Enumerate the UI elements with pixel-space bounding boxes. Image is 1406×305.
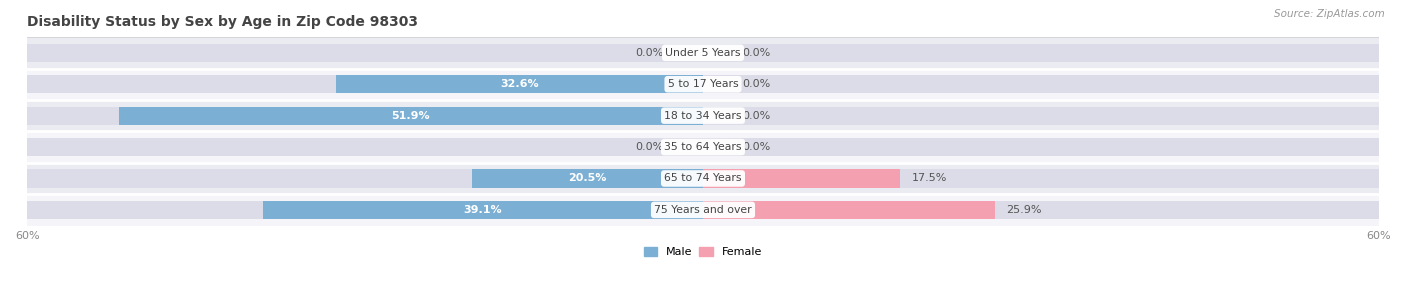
Bar <box>703 106 737 125</box>
Bar <box>263 201 703 219</box>
Text: 18 to 34 Years: 18 to 34 Years <box>664 111 742 121</box>
Text: 75 Years and over: 75 Years and over <box>654 205 752 215</box>
Text: Source: ZipAtlas.com: Source: ZipAtlas.com <box>1274 9 1385 19</box>
Bar <box>703 75 737 93</box>
Bar <box>703 44 737 62</box>
Bar <box>118 106 703 125</box>
Bar <box>27 69 1379 100</box>
Bar <box>27 131 1379 163</box>
Bar <box>669 138 703 156</box>
Bar <box>703 106 1379 125</box>
Text: Disability Status by Sex by Age in Zip Code 98303: Disability Status by Sex by Age in Zip C… <box>27 15 419 29</box>
Bar <box>703 44 1379 62</box>
Text: 0.0%: 0.0% <box>636 48 664 58</box>
Bar <box>27 194 1379 226</box>
Bar <box>27 163 1379 194</box>
Text: 35 to 64 Years: 35 to 64 Years <box>664 142 742 152</box>
Text: 20.5%: 20.5% <box>568 174 607 184</box>
Bar <box>27 100 1379 131</box>
Bar <box>336 75 703 93</box>
Text: 0.0%: 0.0% <box>742 79 770 89</box>
Bar <box>703 138 737 156</box>
Bar <box>27 169 703 188</box>
Bar <box>472 169 703 188</box>
Text: 0.0%: 0.0% <box>742 48 770 58</box>
Text: 17.5%: 17.5% <box>911 174 946 184</box>
Bar <box>703 169 900 188</box>
Bar <box>669 44 703 62</box>
Bar <box>703 75 1379 93</box>
Bar <box>27 44 703 62</box>
Text: 0.0%: 0.0% <box>742 142 770 152</box>
Text: 51.9%: 51.9% <box>391 111 430 121</box>
Bar <box>27 37 1379 69</box>
Text: 39.1%: 39.1% <box>464 205 502 215</box>
Text: 65 to 74 Years: 65 to 74 Years <box>664 174 742 184</box>
Text: 32.6%: 32.6% <box>501 79 538 89</box>
Bar <box>27 201 703 219</box>
Text: 0.0%: 0.0% <box>636 142 664 152</box>
Bar <box>27 138 703 156</box>
Bar <box>703 138 1379 156</box>
Text: 5 to 17 Years: 5 to 17 Years <box>668 79 738 89</box>
Legend: Male, Female: Male, Female <box>640 242 766 261</box>
Text: Under 5 Years: Under 5 Years <box>665 48 741 58</box>
Bar <box>703 169 1379 188</box>
Bar <box>27 106 703 125</box>
Text: 25.9%: 25.9% <box>1005 205 1042 215</box>
Bar <box>703 201 994 219</box>
Text: 0.0%: 0.0% <box>742 111 770 121</box>
Bar <box>703 201 1379 219</box>
Bar <box>27 75 703 93</box>
